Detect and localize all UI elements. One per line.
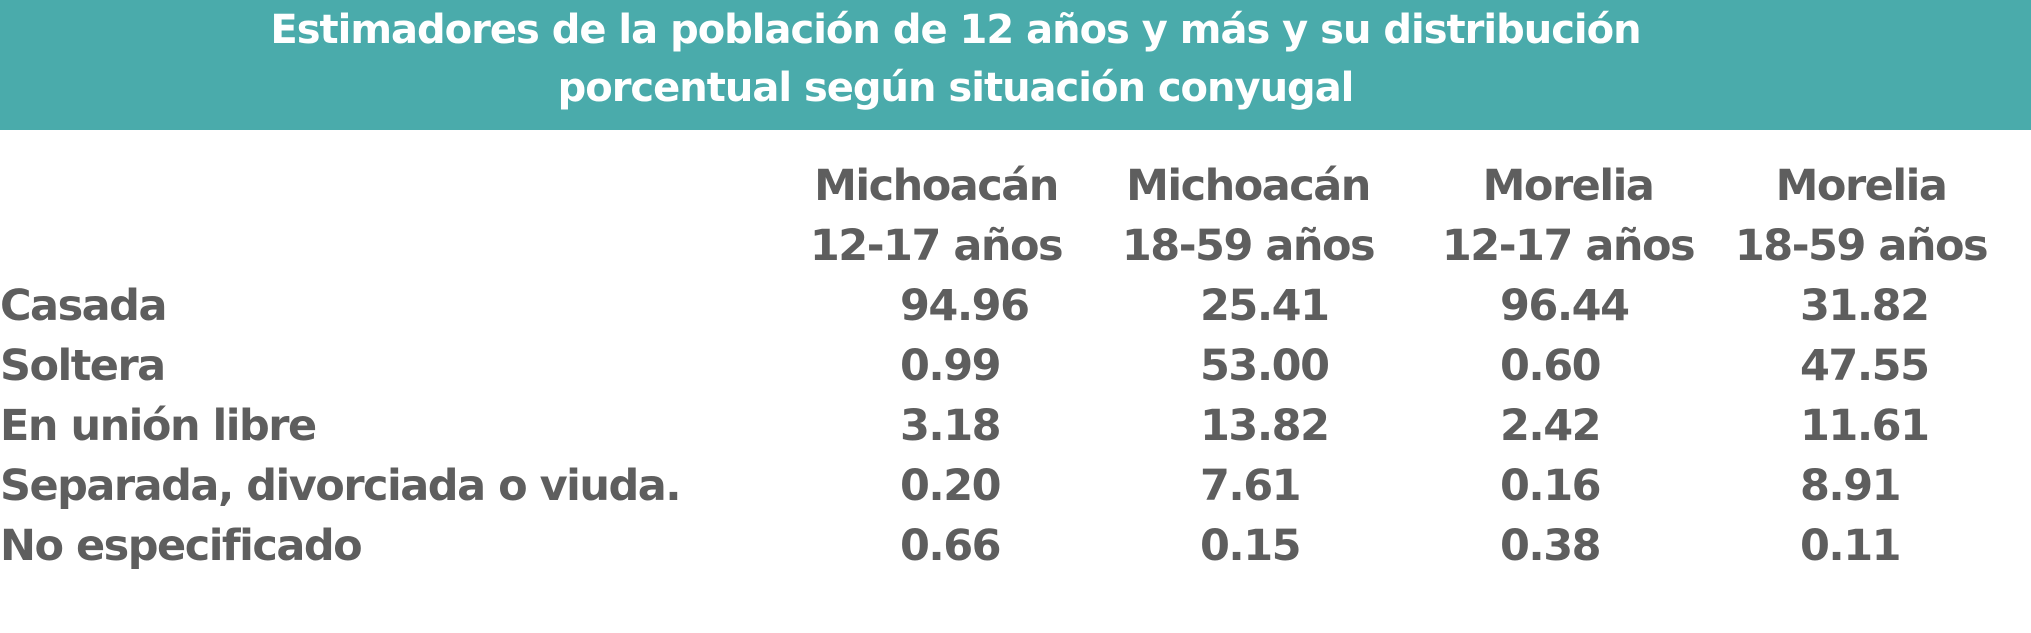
cell-value: 47.55 xyxy=(1800,341,1930,391)
cell-value: 3.18 xyxy=(900,401,1002,451)
cell-value: 2.42 xyxy=(1500,401,1602,451)
column-header: 12-17 años xyxy=(1441,221,1696,271)
cell-value: 7.61 xyxy=(1200,461,1302,511)
column-header: Morelia xyxy=(1775,161,1948,211)
cell-value: 0.60 xyxy=(1500,341,1602,391)
cell-value: 94.96 xyxy=(900,281,1030,331)
column-header: 18-59 años xyxy=(1121,221,1376,271)
cell-value: 0.16 xyxy=(1500,461,1602,511)
cell-value: 0.15 xyxy=(1200,521,1302,571)
cell-value: 53.00 xyxy=(1200,341,1330,391)
row-label: Casada xyxy=(0,281,167,331)
cell-value: 11.61 xyxy=(1800,401,1930,451)
row-label: Separada, divorciada o viuda. xyxy=(0,461,682,511)
cell-value: 0.99 xyxy=(900,341,1002,391)
cell-value: 13.82 xyxy=(1200,401,1330,451)
cell-value: 31.82 xyxy=(1800,281,1930,331)
column-header: Morelia xyxy=(1482,161,1655,211)
cell-value: 25.41 xyxy=(1200,281,1330,331)
cell-value: 96.44 xyxy=(1500,281,1630,331)
cell-value: 0.66 xyxy=(900,521,1002,571)
cell-value: 0.20 xyxy=(900,461,1002,511)
column-header: 18-59 años xyxy=(1734,221,1989,271)
cell-value: 8.91 xyxy=(1800,461,1902,511)
row-label: No especificado xyxy=(0,521,363,571)
title: porcentual según situación conyugal xyxy=(557,65,1355,111)
cell-value: 0.11 xyxy=(1800,521,1902,571)
column-header: Michoacán xyxy=(1126,161,1371,211)
title: Estimadores de la población de 12 años y… xyxy=(270,7,1641,53)
row-label: Soltera xyxy=(0,341,166,391)
column-header: 12-17 años xyxy=(809,221,1064,271)
column-header: Michoacán xyxy=(814,161,1059,211)
header-band xyxy=(0,0,2031,130)
cell-value: 0.38 xyxy=(1500,521,1602,571)
row-label: En unión libre xyxy=(0,401,317,451)
